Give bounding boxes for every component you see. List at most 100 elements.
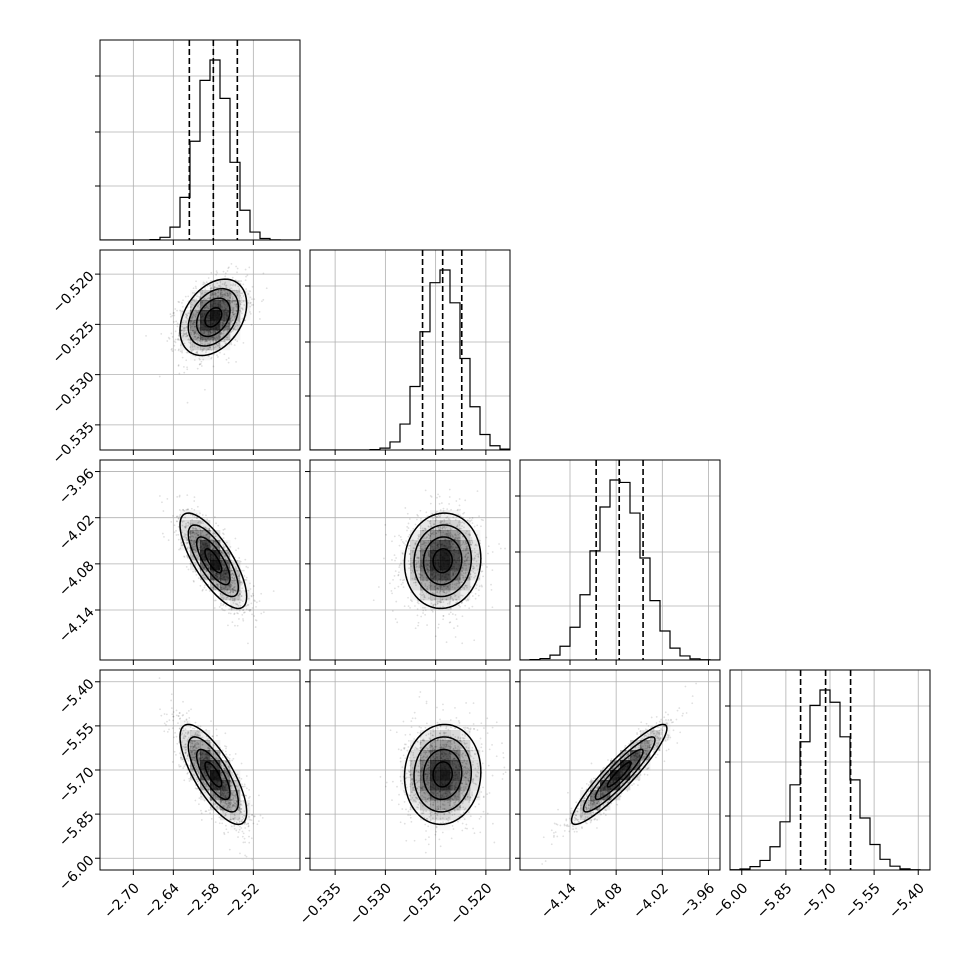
sample-point <box>193 527 196 530</box>
sample-point <box>242 283 245 286</box>
sample-point <box>221 594 224 596</box>
sample-point <box>183 333 186 335</box>
sample-point <box>234 566 237 568</box>
sample-point <box>231 576 234 579</box>
sample-point <box>216 329 219 332</box>
sample-point <box>220 340 223 343</box>
sample-point <box>201 289 204 292</box>
sample-point <box>191 292 194 294</box>
sample-point <box>226 601 228 604</box>
sample-point <box>227 361 230 364</box>
sample-point <box>448 613 451 616</box>
sample-point <box>239 309 242 312</box>
sample-point <box>206 518 208 521</box>
sample-point <box>210 331 213 334</box>
sample-point <box>230 570 233 572</box>
sample-point <box>218 346 221 349</box>
sample-point <box>214 291 216 294</box>
sample-point <box>216 337 219 340</box>
sample-point <box>181 524 184 527</box>
sample-point <box>229 585 232 588</box>
sample-point <box>210 336 213 339</box>
sample-point <box>187 295 190 298</box>
sample-point <box>186 314 188 317</box>
sample-point <box>221 332 223 335</box>
sample-point <box>406 512 409 515</box>
density-cell <box>210 290 221 301</box>
sample-point <box>202 281 205 284</box>
sample-point <box>193 331 196 334</box>
sample-point <box>249 296 252 299</box>
sample-point <box>238 290 241 293</box>
sample-point <box>174 348 177 351</box>
sample-point <box>170 520 173 523</box>
sample-point <box>245 576 248 579</box>
sample-point <box>242 300 245 303</box>
sample-point <box>221 294 224 297</box>
sample-point <box>197 304 200 307</box>
sample-point <box>186 542 189 544</box>
sample-point <box>194 561 197 564</box>
sample-point <box>197 534 200 537</box>
sample-point <box>173 736 175 739</box>
sample-point <box>194 545 196 548</box>
sample-point <box>233 579 236 582</box>
sample-point <box>449 611 452 614</box>
sample-point <box>247 301 250 304</box>
sample-point <box>204 343 207 346</box>
sample-point <box>179 547 182 550</box>
sample-point <box>176 325 179 328</box>
sample-point <box>193 300 196 303</box>
sample-point <box>183 365 185 368</box>
sample-point <box>223 289 225 292</box>
sample-point <box>222 340 224 343</box>
sample-point <box>226 338 229 341</box>
sample-point <box>210 356 213 359</box>
sample-point <box>424 489 427 492</box>
sample-point <box>476 524 479 527</box>
sample-point <box>226 589 229 591</box>
sample-point <box>213 286 216 288</box>
sample-point <box>231 759 234 762</box>
sample-point <box>405 540 408 542</box>
sample-point <box>254 600 256 603</box>
sample-point <box>233 576 236 579</box>
sample-point <box>208 528 211 531</box>
sample-point <box>225 286 228 289</box>
sample-point <box>237 604 240 607</box>
sample-point <box>240 583 243 586</box>
sample-point <box>233 300 236 303</box>
sample-point <box>245 275 247 278</box>
density-cell <box>230 310 241 321</box>
sample-point <box>474 592 477 595</box>
sample-point <box>504 547 506 550</box>
sample-point <box>177 338 180 341</box>
sample-point <box>198 520 200 523</box>
sample-point <box>232 309 234 312</box>
sample-point <box>260 592 263 595</box>
sample-point <box>168 337 171 340</box>
sample-point <box>179 350 182 353</box>
sample-point <box>235 321 238 324</box>
contour-level-1 <box>195 297 231 338</box>
sample-point <box>250 602 253 605</box>
sample-point <box>237 280 240 283</box>
sample-point <box>183 525 186 528</box>
sample-point <box>217 289 220 292</box>
sample-point <box>234 589 236 592</box>
sample-point <box>221 756 224 759</box>
sample-point <box>186 366 188 369</box>
sample-point <box>239 593 241 596</box>
sample-point <box>195 529 198 532</box>
sample-point <box>234 300 236 302</box>
sample-point <box>407 535 410 538</box>
sample-point <box>194 721 197 724</box>
sample-point <box>211 537 213 540</box>
sample-point <box>242 341 245 344</box>
sample-point <box>232 313 235 316</box>
sample-point <box>235 289 238 292</box>
sample-point <box>202 358 205 361</box>
sample-point <box>192 527 195 529</box>
sample-point <box>236 267 239 270</box>
sample-point <box>201 530 203 532</box>
